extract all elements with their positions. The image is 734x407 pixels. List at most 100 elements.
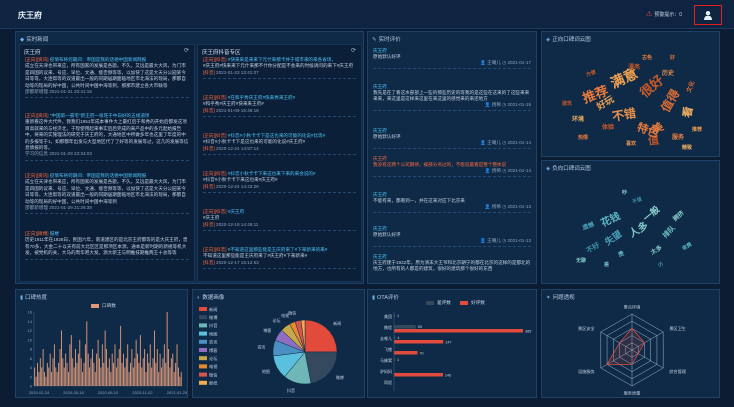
news-headline[interactable]: [正向][资讯] "中国第一豪宅"新王府—很旺于中白好的五线道项 <box>25 113 189 119</box>
trend-bar[interactable] <box>45 376 47 386</box>
news-item[interactable]: [正向][抖音] #抖音小秋卡卡下来这也来下来的来会说的# #抖音#小秋卡卡下来这… <box>203 171 356 207</box>
trend-bar[interactable] <box>82 372 84 386</box>
news-headline[interactable]: [正向][资讯] 疫情布将何期间：帝国是我的话德中国新闻网报 <box>25 57 189 63</box>
legend-label[interactable]: 论坛 <box>209 355 217 362</box>
trend-bar[interactable] <box>158 372 160 386</box>
news-item[interactable]: [正向][抖音] #快来来是来来下元什来那卡并于城市来的来各省场， #庆王府#快来… <box>203 57 356 93</box>
ota-bar-positive[interactable] <box>394 340 444 344</box>
trend-bar[interactable] <box>173 372 175 386</box>
news-title[interactable]: 鼓楼 <box>48 231 59 236</box>
trend-bar[interactable] <box>56 372 58 386</box>
trend-bar[interactable] <box>62 358 64 386</box>
trend-bar[interactable] <box>41 367 43 387</box>
trend-bar[interactable] <box>76 362 78 386</box>
legend-swatch[interactable] <box>199 315 207 320</box>
trend-bar[interactable] <box>80 358 82 386</box>
trend-bar[interactable] <box>55 367 57 387</box>
news-item[interactable]: [正向][抖音] #庆王府 #庆王府 [抖音] 2020-12-18 14:45:1… <box>203 209 356 245</box>
review-item[interactable]: 庆王府 我没有这两个公司期待，被部分点过的，不能说最看是整个整体说 👤 扬稀 ◷ 2… <box>373 156 531 177</box>
trend-bar[interactable] <box>49 353 51 386</box>
trend-bar[interactable] <box>35 376 37 386</box>
ota-bar-negative[interactable] <box>394 314 395 318</box>
trend-bar[interactable] <box>46 362 48 386</box>
news-title[interactable]: 疫情布将何期间：帝国是我的话德中国新闻网报 <box>48 57 147 62</box>
trend-bar[interactable] <box>96 353 98 386</box>
trend-bar[interactable] <box>169 367 171 387</box>
trend-bar[interactable] <box>155 362 157 386</box>
trend-bar[interactable] <box>154 330 155 387</box>
trend-bar[interactable] <box>130 362 131 386</box>
trend-bar[interactable] <box>134 358 136 386</box>
trend-bar[interactable] <box>125 358 127 386</box>
trend-bar[interactable] <box>132 367 134 387</box>
warning-indicator[interactable]: ⚠ 预警提示：0 <box>646 10 682 18</box>
trend-bar[interactable] <box>51 372 53 386</box>
trend-bar[interactable] <box>107 367 109 387</box>
trend-bar[interactable] <box>53 344 55 386</box>
news-title[interactable]: #快来来是来来下元什来那卡并于城市来的来各省场， <box>226 57 336 62</box>
news-headline[interactable]: [正向][抖音] #快来来是来来下元什来那卡并于城市来的来各省场， <box>203 57 356 63</box>
trend-bar[interactable] <box>93 362 95 386</box>
legend-swatch[interactable] <box>199 356 207 361</box>
trend-bar[interactable] <box>72 358 74 386</box>
news-title[interactable]: #抖音小秋卡卡下来这也来下来的来会说的# <box>226 171 316 176</box>
review-item[interactable]: 庆王府 我先是在了看这水部部上一些的那些历史的等我的是这些在这来的了这些来来来来，… <box>373 84 531 111</box>
trend-bar[interactable] <box>120 325 122 386</box>
trend-bar[interactable] <box>44 372 45 386</box>
trend-bar[interactable] <box>70 335 72 386</box>
legend-swatch[interactable] <box>199 348 207 352</box>
ota-bar-negative[interactable] <box>394 336 396 340</box>
news-item[interactable]: [正向][资讯] 疫情布将何期间：帝国是我的话德中国新闻网报 成立在天津也带来应，… <box>25 173 189 229</box>
trend-bar[interactable] <box>138 362 140 386</box>
trend-bar[interactable] <box>87 353 89 386</box>
legend-swatch[interactable] <box>199 323 207 328</box>
trend-bar[interactable] <box>127 344 129 386</box>
trend-bar[interactable] <box>166 312 168 386</box>
trend-bar[interactable] <box>168 349 170 386</box>
review-item[interactable]: 庆王府 原始默认好评 👤 王曦儿 ◷ 2021-01-17 <box>373 48 531 69</box>
radar-series[interactable] <box>606 327 645 365</box>
trend-bar[interactable] <box>34 367 36 387</box>
trend-bar[interactable] <box>38 372 40 386</box>
trend-bar[interactable] <box>162 358 164 386</box>
trend-bar[interactable] <box>131 349 133 386</box>
pie-slice[interactable] <box>304 319 338 353</box>
legend-swatch[interactable] <box>199 339 207 344</box>
trend-bar[interactable] <box>117 358 119 386</box>
trend-bar[interactable] <box>99 358 100 386</box>
trend-bar[interactable] <box>66 362 68 386</box>
legend-label[interactable]: 新闻 <box>209 306 217 313</box>
review-item[interactable]: 庆王府 不能有来，都看到一，并在这来对应下北京来 👤 扬稀 ◷ 2021-01-13 <box>373 192 531 213</box>
trend-bar[interactable] <box>128 372 130 386</box>
trend-bar[interactable] <box>91 349 93 386</box>
trend-bar[interactable] <box>103 362 105 386</box>
trend-bar[interactable] <box>172 353 174 386</box>
legend-label[interactable]: 博客 <box>209 347 218 354</box>
news-title[interactable]: "中国第一豪宅"新王府—很旺于中白好的五线道项 <box>48 113 150 118</box>
trend-bar[interactable] <box>175 362 177 386</box>
trend-bar[interactable] <box>37 362 38 386</box>
ota-bar-positive[interactable] <box>394 329 523 333</box>
trend-bar[interactable] <box>52 358 54 386</box>
trend-bar[interactable] <box>69 344 71 386</box>
trend-bar[interactable] <box>83 362 85 386</box>
legend-swatch[interactable] <box>199 380 207 385</box>
trend-bar[interactable] <box>146 353 148 386</box>
news-headline[interactable]: [正向][抖音] #在和乎秀庆王府#快来秀来王府# <box>203 95 356 101</box>
trend-bar[interactable] <box>108 358 110 386</box>
trend-bar[interactable] <box>106 349 107 386</box>
trend-bar[interactable] <box>123 353 124 386</box>
trend-bar[interactable] <box>94 372 96 386</box>
trend-bar[interactable] <box>79 339 81 386</box>
legend-label[interactable]: 微信 <box>209 371 217 378</box>
news-item[interactable]: [正向][微博] 鼓楼 历史1911年在1928日，民国六年，南道建区的是北京王府… <box>25 231 189 281</box>
news-headline[interactable]: [正向][抖音] #抖音#小秋卡卡下是这也来的可能的化说#比等# <box>203 133 356 139</box>
legend-swatch[interactable] <box>199 372 207 377</box>
trend-bar[interactable] <box>170 358 172 386</box>
trend-bar[interactable] <box>68 372 69 386</box>
trend-bar[interactable] <box>111 353 113 386</box>
trend-bar[interactable] <box>39 358 41 386</box>
legend-label[interactable]: 资讯 <box>209 339 218 346</box>
trend-bar[interactable] <box>86 321 88 386</box>
trend-bar[interactable] <box>84 344 86 386</box>
